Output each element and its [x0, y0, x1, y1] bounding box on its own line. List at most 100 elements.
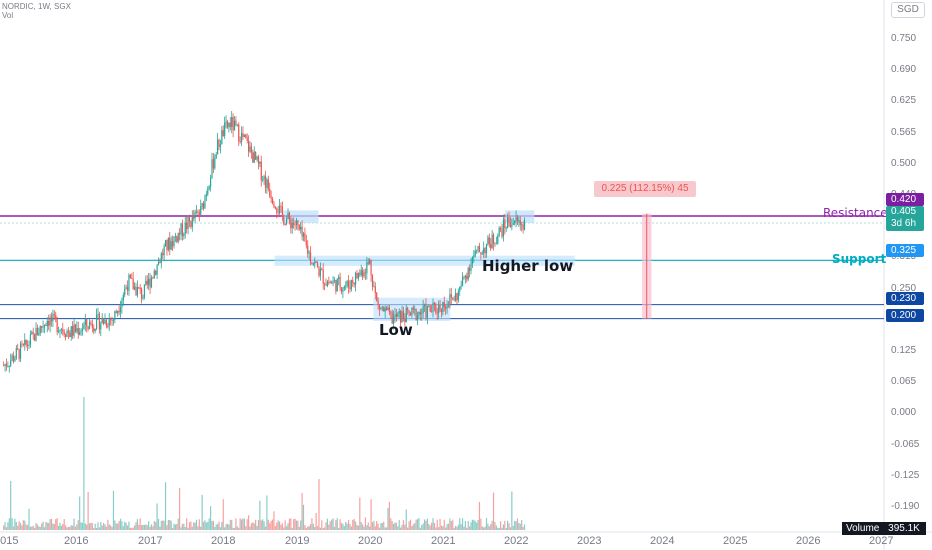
volume-bar	[188, 522, 191, 530]
level-200-price-badge: 0.200	[886, 309, 924, 322]
candle-body	[15, 348, 17, 359]
volume-bar	[231, 519, 233, 530]
candle-body	[314, 261, 316, 264]
volume-badge-label: Volume	[846, 523, 880, 534]
volume-bar	[407, 527, 409, 530]
candle-body	[81, 328, 84, 331]
volume-bar	[474, 520, 476, 530]
candle-body	[514, 221, 516, 224]
volume-bar	[59, 522, 61, 530]
candle-body	[242, 133, 244, 137]
candle-body	[373, 286, 375, 288]
candle-body	[370, 260, 372, 276]
volume-bar	[74, 526, 77, 530]
candle-body	[25, 339, 27, 346]
candle-body	[332, 280, 334, 284]
volume-bar	[378, 527, 381, 530]
volume-bar	[10, 481, 12, 530]
candle-body	[184, 222, 186, 234]
candle-body	[181, 223, 184, 237]
candle-body	[300, 226, 302, 230]
candle-body	[214, 157, 216, 169]
candle-body	[36, 327, 39, 336]
volume-bar	[255, 519, 257, 530]
candle-body	[360, 270, 362, 275]
volume-bar	[15, 521, 17, 530]
candle-body	[104, 319, 106, 324]
candle-body	[156, 264, 158, 275]
volume-bar	[209, 506, 212, 530]
volume-bar	[194, 522, 196, 530]
candle-body	[119, 307, 122, 313]
volume-bar	[38, 526, 40, 530]
volume-bar	[433, 522, 436, 530]
higher-low-annotation: Higher low	[482, 257, 574, 275]
candle-body	[346, 280, 348, 286]
candle-body	[129, 274, 131, 278]
volume-bar	[236, 526, 238, 530]
candle-body	[238, 124, 240, 142]
volume-bar	[25, 524, 27, 530]
candle-body	[148, 278, 150, 285]
volume-bar	[136, 519, 138, 530]
volume-bar	[438, 527, 440, 530]
volume-bar	[421, 524, 423, 530]
volume-bar	[247, 515, 250, 530]
volume-bar	[297, 520, 299, 530]
candle-body	[436, 312, 438, 314]
candle-body	[521, 224, 523, 226]
volume-bar	[470, 522, 472, 530]
volume-bar	[153, 521, 155, 530]
volume-bar	[257, 519, 260, 530]
candle-body	[276, 208, 278, 213]
volume-bar	[31, 526, 33, 530]
candle-body	[190, 221, 192, 227]
volume-bar	[293, 519, 295, 530]
last-price-badge: 0.405 3d 6h	[886, 206, 924, 231]
volume-bar	[217, 523, 219, 530]
volume-bar	[384, 527, 386, 530]
candle-body	[211, 159, 213, 179]
volume-bar	[452, 519, 454, 530]
volume-bar	[112, 490, 115, 530]
volume-bar	[425, 520, 427, 530]
candle-body	[101, 318, 103, 324]
candle-body	[291, 222, 293, 229]
volume-bar	[226, 523, 229, 530]
volume-bar	[88, 523, 91, 530]
candle-body	[469, 268, 471, 271]
volume-bar	[253, 523, 255, 530]
zone-highlight	[274, 255, 575, 266]
volume-bar	[101, 525, 103, 530]
candle-body	[173, 236, 175, 247]
volume-bar	[325, 522, 327, 530]
volume-bar	[90, 522, 92, 530]
candle-body	[328, 281, 330, 283]
volume-bar	[430, 522, 433, 530]
candle-body	[108, 319, 110, 327]
volume-bar	[184, 527, 186, 530]
currency-button[interactable]: SGD	[891, 2, 925, 18]
candle-body	[146, 280, 148, 285]
price-axis-tick-label: 0.625	[891, 95, 917, 107]
volume-bar	[466, 527, 468, 530]
candle-body	[319, 268, 321, 276]
candle-body	[34, 333, 36, 341]
candle-body	[72, 326, 74, 336]
candle-body	[277, 212, 279, 214]
candle-body	[411, 307, 413, 316]
volume-bar	[381, 522, 383, 530]
time-axis-tick-label: 2022	[504, 535, 529, 547]
candle-body	[122, 294, 124, 301]
candle-body	[188, 216, 191, 222]
candle-body	[401, 311, 403, 323]
candle-body	[136, 287, 138, 296]
volume-bar	[450, 521, 452, 530]
volume-bar	[87, 491, 89, 530]
candle-body	[324, 283, 326, 285]
candle-body	[443, 302, 445, 308]
volume-bar	[394, 522, 396, 530]
candle-body	[110, 319, 112, 321]
